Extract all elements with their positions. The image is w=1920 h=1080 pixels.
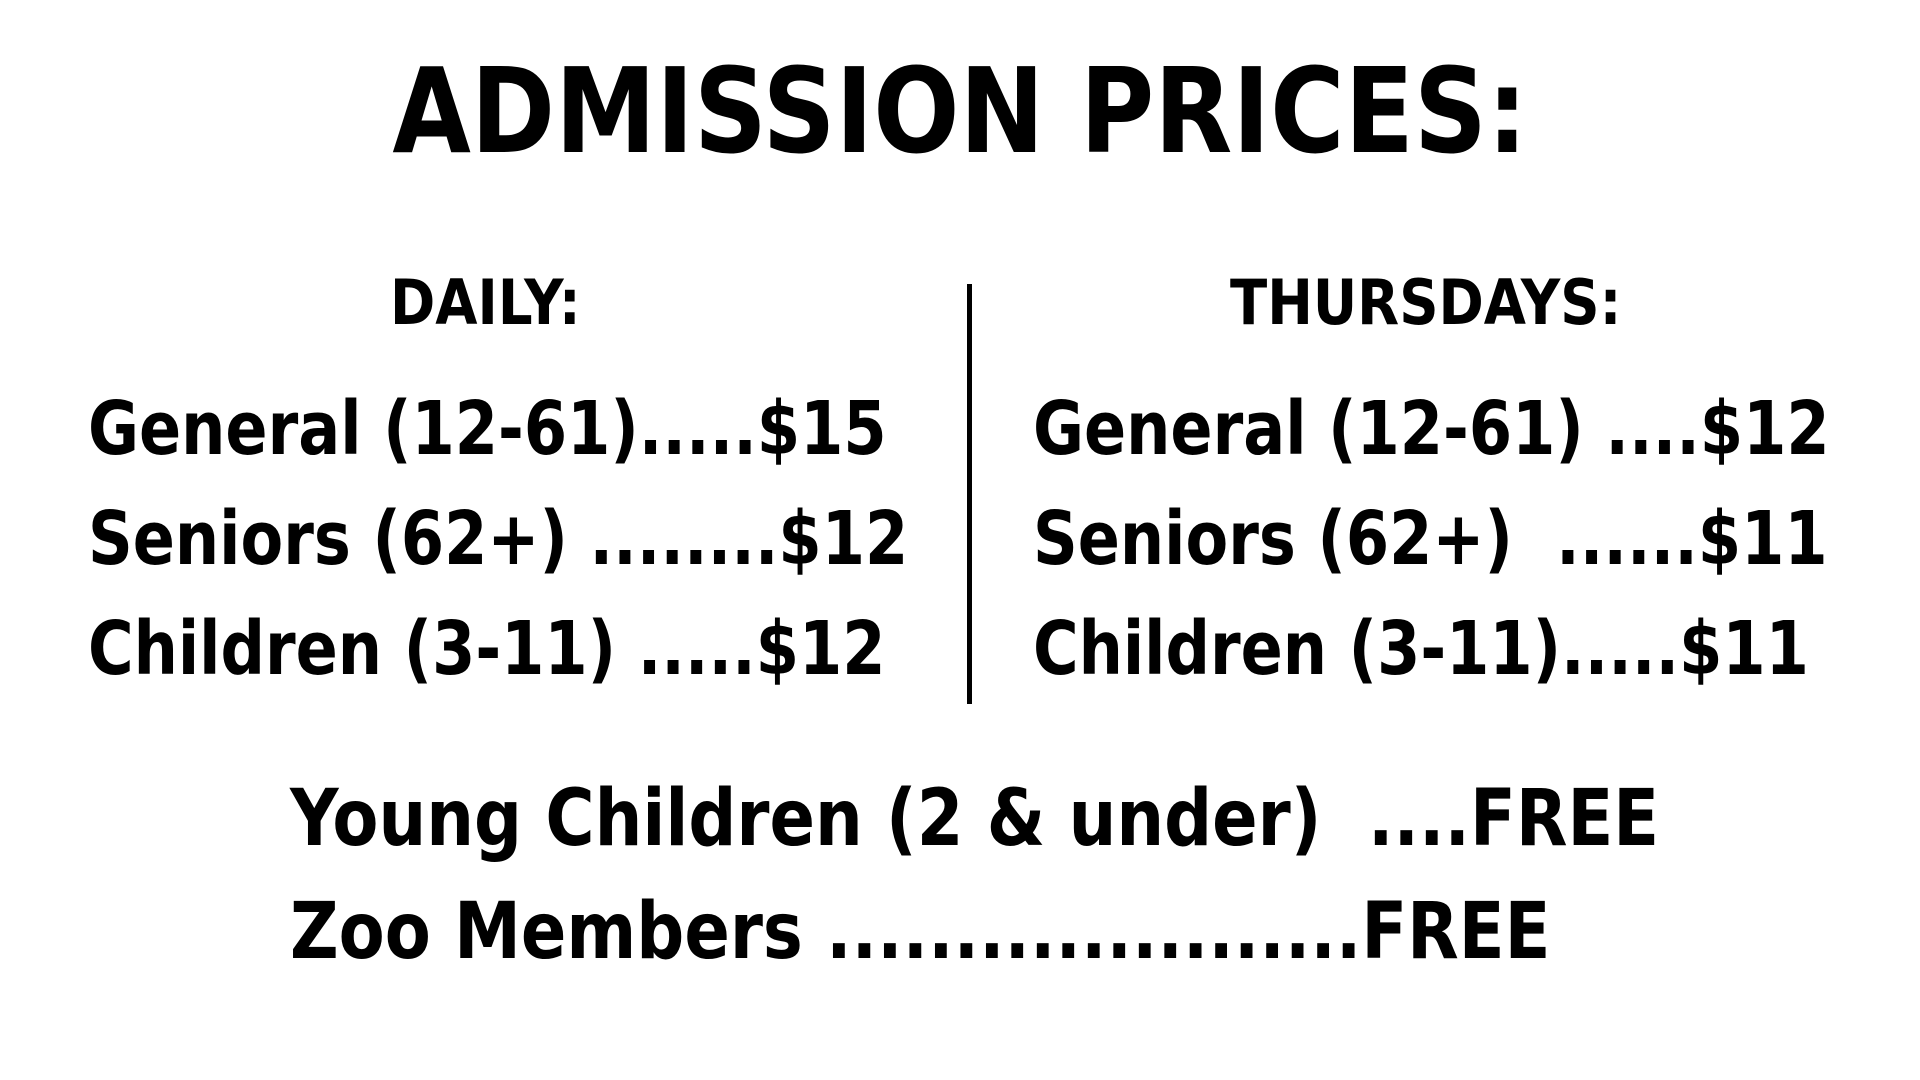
- young-children-row: Young Children (2 & under) ....FREE: [290, 774, 1660, 864]
- thursdays-row-general: General (12-61) ....$12: [1033, 386, 1830, 472]
- zoo-members-row: Zoo Members .....................FREE: [290, 887, 1551, 977]
- page-title-text: ADMISSION PRICES:: [392, 42, 1528, 180]
- thursdays-row-seniors: Seniors (62+) ......$11: [1033, 496, 1828, 582]
- thursdays-row-children: Children (3-11).....$11: [1033, 606, 1809, 692]
- daily-row-seniors: Seniors (62+) ........$12: [88, 496, 909, 582]
- thursdays-heading: THURSDAYS:: [1230, 266, 1622, 339]
- daily-row-general: General (12-61).....$15: [88, 386, 887, 472]
- column-divider: [967, 284, 972, 704]
- daily-row-children: Children (3-11) .....$12: [88, 606, 886, 692]
- daily-heading: DAILY:: [390, 266, 581, 339]
- page-title: ADMISSION PRICES:: [0, 52, 1920, 170]
